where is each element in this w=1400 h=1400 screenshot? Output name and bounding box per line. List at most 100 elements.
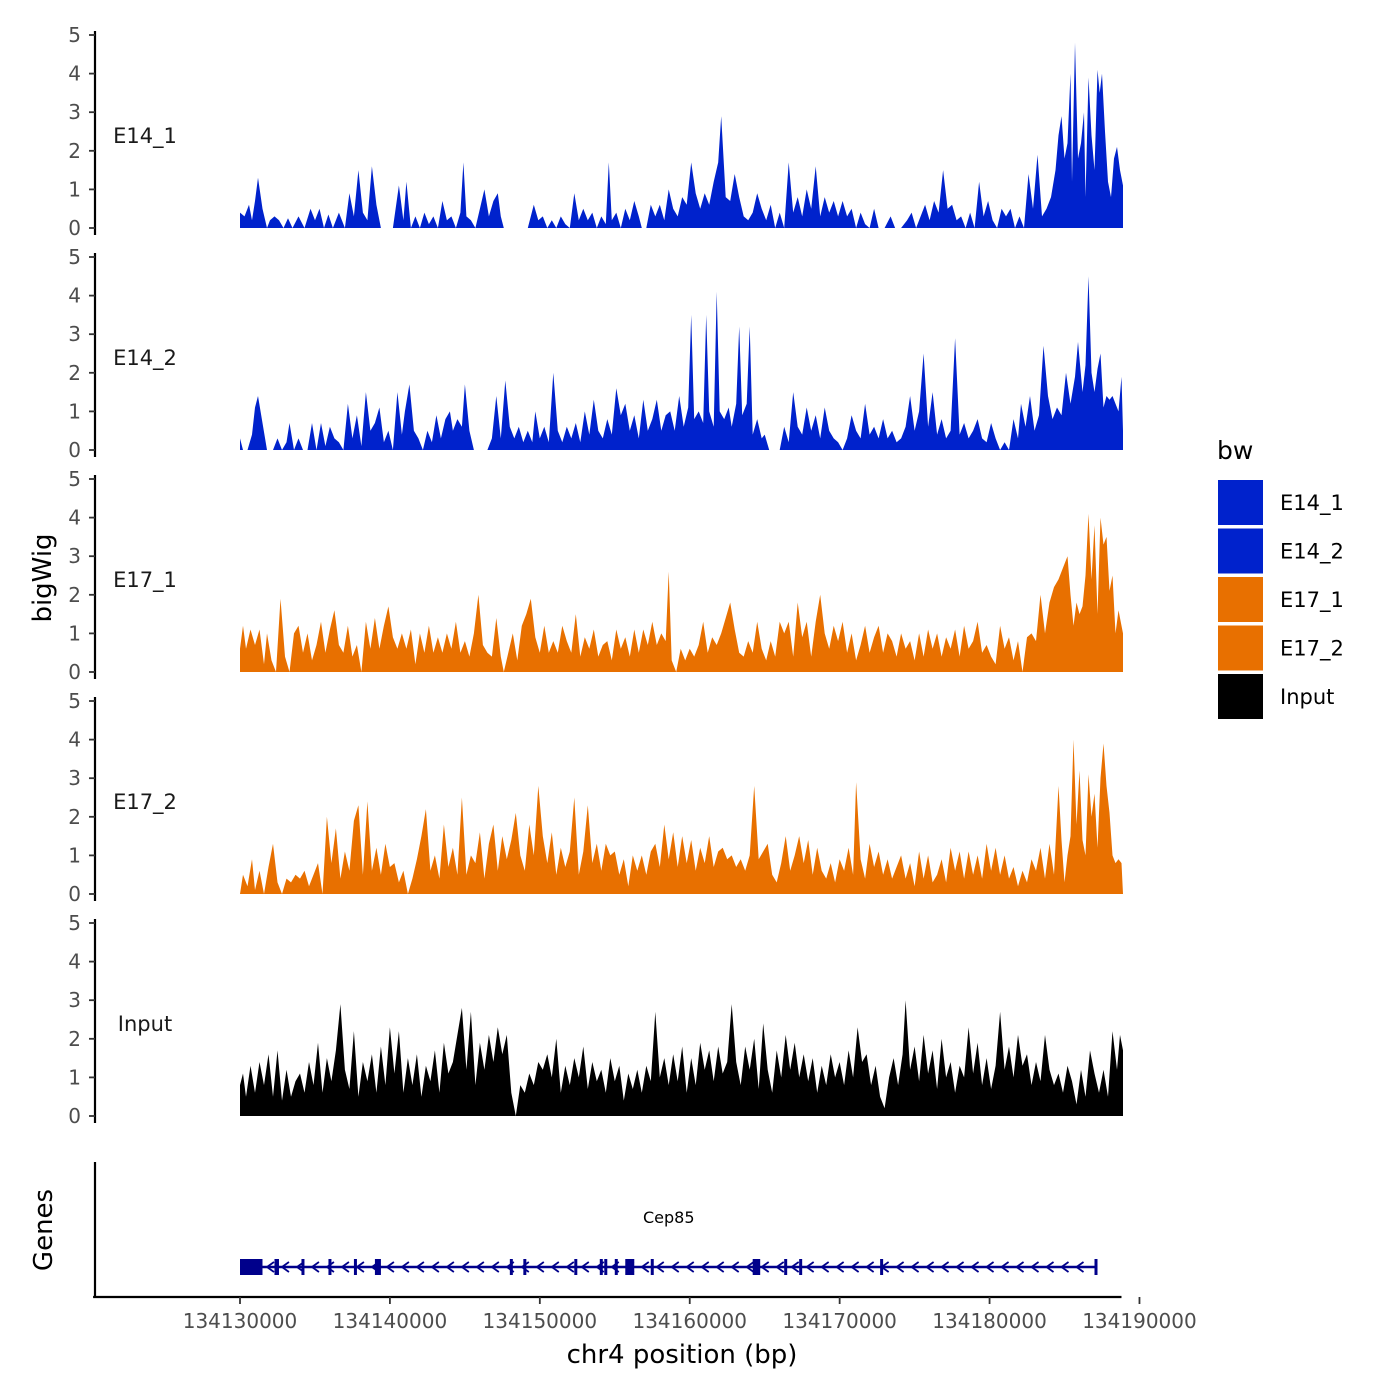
strand-arrow bbox=[1000, 1261, 1010, 1273]
y-tick-label: 2 bbox=[68, 583, 81, 607]
strand-arrow bbox=[670, 1261, 680, 1273]
y-tick-label: 3 bbox=[68, 544, 81, 568]
strand-arrow bbox=[850, 1261, 860, 1273]
strand-arrow bbox=[940, 1261, 950, 1273]
strand-arrow bbox=[475, 1261, 485, 1273]
gene-exon bbox=[799, 1259, 803, 1275]
gene-exon bbox=[509, 1259, 513, 1275]
y-tick-label: 2 bbox=[68, 805, 81, 829]
y-tick-label: 3 bbox=[68, 766, 81, 790]
gene-exon bbox=[752, 1259, 761, 1275]
gene-exon bbox=[1094, 1259, 1098, 1275]
series-area-E17_1 bbox=[240, 513, 1123, 672]
strand-arrow bbox=[265, 1261, 275, 1273]
strand-arrow bbox=[280, 1261, 290, 1273]
strand-arrow bbox=[460, 1261, 470, 1273]
gene-name-label: Cep85 bbox=[643, 1208, 695, 1227]
legend-swatch bbox=[1218, 674, 1263, 719]
strand-arrow bbox=[535, 1261, 545, 1273]
strand-arrow bbox=[340, 1261, 350, 1273]
strand-arrow bbox=[730, 1261, 740, 1273]
y-tick-label: 3 bbox=[68, 322, 81, 346]
series-area-Input bbox=[240, 1000, 1123, 1116]
gene-exon bbox=[650, 1259, 654, 1275]
series-area-E14_1 bbox=[240, 42, 1123, 229]
gene-model bbox=[240, 1259, 1098, 1275]
panel-label: E17_2 bbox=[113, 790, 177, 815]
y-tick-label: 4 bbox=[68, 950, 81, 974]
gene-exon bbox=[374, 1259, 381, 1275]
strand-arrow bbox=[925, 1261, 935, 1273]
x-tick-label: 134190000 bbox=[1082, 1309, 1197, 1333]
strand-arrow bbox=[490, 1261, 500, 1273]
strand-arrow bbox=[970, 1261, 980, 1273]
legend-label: E14_2 bbox=[1280, 540, 1344, 565]
legend-swatch bbox=[1218, 528, 1263, 574]
series-area-E17_2 bbox=[240, 739, 1123, 894]
gene-exon bbox=[574, 1259, 578, 1275]
y-tick-label: 5 bbox=[68, 245, 81, 269]
x-tick-label: 134150000 bbox=[483, 1309, 598, 1333]
y-tick-label: 2 bbox=[68, 361, 81, 385]
gene-exon bbox=[328, 1259, 332, 1275]
legend-items: E14_1 E14_2 E17_1 E17_2 Input bbox=[1218, 480, 1344, 719]
legend-label: E17_1 bbox=[1280, 588, 1344, 613]
legend-swatch bbox=[1218, 625, 1263, 671]
y-tick-label: 4 bbox=[68, 506, 81, 530]
gene-exon bbox=[880, 1259, 884, 1275]
y-tick-label: 4 bbox=[68, 62, 81, 86]
strand-arrow bbox=[430, 1261, 440, 1273]
y-tick-label: 0 bbox=[68, 882, 81, 906]
legend-item-E14_2: E14_2 bbox=[1218, 528, 1344, 574]
y-tick-label: 3 bbox=[68, 988, 81, 1012]
legend-item-E17_2: E17_2 bbox=[1218, 625, 1344, 671]
legend: bw E14_1 E14_2 E17_1 E17_2 Input bbox=[1217, 436, 1344, 719]
strand-arrow bbox=[1029, 1261, 1040, 1273]
x-tick-label: 134180000 bbox=[932, 1309, 1047, 1333]
y-tick-label: 0 bbox=[68, 438, 81, 462]
legend-label: E17_2 bbox=[1280, 637, 1344, 662]
strand-arrow bbox=[865, 1261, 875, 1273]
y-tick-label: 4 bbox=[68, 284, 81, 308]
genes-panel: Genes Cep85 bbox=[29, 1162, 1098, 1298]
strand-arrow bbox=[745, 1261, 755, 1273]
gene-exon bbox=[614, 1259, 618, 1275]
y-tick-label: 5 bbox=[68, 23, 81, 47]
y-tick-label: 5 bbox=[68, 911, 81, 935]
strand-arrow bbox=[895, 1261, 905, 1273]
strand-arrow bbox=[835, 1261, 845, 1273]
x-tick-label: 134130000 bbox=[183, 1309, 298, 1333]
y-tick-label: 1 bbox=[68, 399, 81, 423]
y-tick-label: 0 bbox=[68, 1104, 81, 1128]
gene-exon bbox=[784, 1259, 788, 1275]
y-tick-label: 2 bbox=[68, 139, 81, 163]
strand-arrow bbox=[775, 1261, 785, 1273]
strand-arrow bbox=[910, 1261, 920, 1273]
strand-arrow bbox=[580, 1261, 590, 1273]
y-tick-label: 4 bbox=[68, 728, 81, 752]
strand-arrow bbox=[400, 1261, 410, 1273]
strand-arrow bbox=[550, 1261, 560, 1273]
strand-arrow bbox=[655, 1261, 665, 1273]
gene-exon bbox=[274, 1259, 279, 1275]
y-tick-label: 5 bbox=[68, 689, 81, 713]
y-axis-title: bigWig bbox=[28, 533, 58, 622]
y-tick-label: 0 bbox=[68, 660, 81, 684]
legend-label: E14_1 bbox=[1280, 491, 1344, 516]
strand-arrow bbox=[685, 1261, 695, 1273]
strand-arrow bbox=[790, 1261, 800, 1273]
y-tick-label: 1 bbox=[68, 843, 81, 867]
x-axis-title: chr4 position (bp) bbox=[567, 1340, 798, 1370]
panel-E14_1: 0 1 2 3 4 5 E14_1 bbox=[68, 23, 1123, 240]
legend-item-Input: Input bbox=[1218, 674, 1334, 719]
strand-arrow bbox=[445, 1261, 455, 1273]
panel-E17_2: 0 1 2 3 4 5 E17_2 bbox=[68, 689, 1123, 906]
gene-exon bbox=[625, 1259, 635, 1275]
strand-arrow bbox=[415, 1261, 425, 1273]
strand-arrow bbox=[820, 1261, 830, 1273]
strand-arrow bbox=[385, 1261, 395, 1273]
gene-exon bbox=[301, 1259, 305, 1275]
legend-swatch bbox=[1218, 480, 1263, 525]
panel-label: Input bbox=[118, 1012, 172, 1036]
panel-E14_2: 0 1 2 3 4 5 E14_2 bbox=[68, 245, 1123, 462]
